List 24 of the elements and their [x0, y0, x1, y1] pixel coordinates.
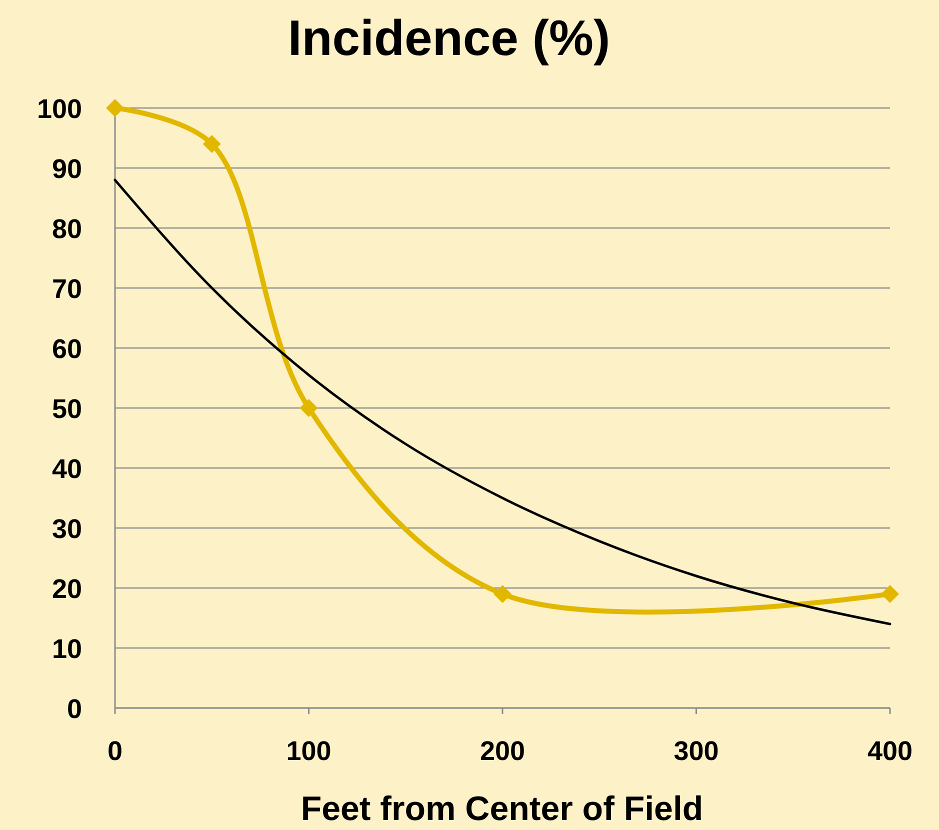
chart-title: Incidence (%) — [288, 10, 610, 66]
line-series — [114, 178, 892, 626]
y-tick-label: 10 — [52, 634, 82, 664]
y-tick-label: 0 — [66, 694, 82, 724]
x-tick-label: 400 — [867, 736, 913, 766]
y-tick-label: 70 — [52, 274, 82, 304]
y-tick-label: 80 — [52, 214, 82, 244]
y-tick-label: 30 — [52, 514, 82, 544]
point — [881, 585, 899, 603]
point — [202, 135, 221, 153]
point — [300, 399, 318, 417]
y-tick-label: 50 — [52, 394, 82, 424]
x-tick-label: 200 — [480, 736, 526, 766]
x-tick-label: 300 — [674, 736, 719, 766]
y-tick-label: 20 — [52, 574, 82, 604]
x-tick-label: 100 — [286, 736, 332, 766]
x-axis-title: Feet from Center of Field — [300, 790, 704, 828]
y-tick-label: 90 — [52, 154, 82, 184]
x-tick-label: 0 — [107, 736, 123, 766]
point — [106, 99, 124, 117]
y-tick-label: 60 — [52, 334, 82, 364]
y-tick-label: 100 — [36, 94, 82, 124]
y-tick-label: 40 — [52, 454, 82, 484]
point — [494, 585, 512, 603]
